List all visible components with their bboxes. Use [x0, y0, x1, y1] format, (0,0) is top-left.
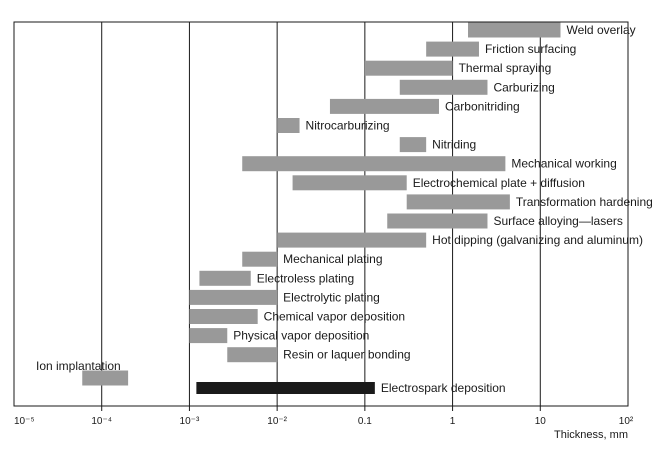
bar-label: Mechanical working — [511, 157, 616, 171]
range-bar — [199, 270, 251, 286]
bar-label: Hot dipping (galvanizing and aluminum) — [432, 233, 643, 247]
range-bar — [189, 309, 258, 324]
range-bar — [189, 289, 278, 305]
x-tick-label: 0.1 — [358, 416, 372, 427]
x-tick-label: 10⁻² — [267, 416, 287, 427]
x-tick-label: 10² — [619, 416, 634, 427]
bar-label: Ion implantation — [36, 359, 121, 373]
bar-label: Carbonitriding — [445, 99, 520, 113]
range-bar — [277, 232, 427, 248]
range-bar — [242, 156, 506, 172]
x-tick-labels: 10⁻⁵ 10⁻⁴ 10⁻³ 10⁻² 0.1 1 10 10² — [14, 416, 634, 427]
x-tick-label: 10⁻⁵ — [14, 416, 35, 427]
plot-frame — [13, 21, 629, 407]
bar-label: Nitriding — [432, 138, 476, 152]
range-bar — [329, 98, 439, 114]
bar-label: Resin or laquer bonding — [283, 348, 410, 362]
range-bar — [426, 41, 479, 57]
range-bar — [242, 251, 278, 267]
bar-label: Nitrocarburizing — [306, 119, 390, 133]
bar-labels: Weld overlay Friction surfacing Thermal sp… — [36, 23, 653, 395]
bar-label: Carburizing — [493, 80, 554, 94]
range-bar — [468, 22, 561, 38]
bar-label: Mechanical plating — [283, 252, 382, 266]
x-tick-label: 1 — [450, 416, 456, 427]
range-bar — [292, 175, 407, 191]
bar-label: Electroless plating — [257, 271, 354, 285]
bar-label: Transformation hardening — [516, 195, 653, 209]
range-bar — [227, 347, 278, 363]
x-tick-label: 10⁻⁴ — [91, 416, 112, 427]
range-bars — [82, 22, 561, 394]
bar-label: Weld overlay — [566, 23, 635, 37]
range-bar — [399, 137, 427, 153]
range-bar — [82, 370, 129, 386]
range-bar — [196, 382, 375, 394]
range-bar — [406, 194, 510, 210]
bar-label: Chemical vapor deposition — [264, 310, 405, 324]
x-tick-label: 10 — [535, 416, 547, 427]
x-tick-label: 10⁻³ — [180, 416, 200, 427]
bar-label: Thermal spraying — [459, 61, 552, 75]
range-bar — [364, 60, 453, 76]
bar-label: Physical vapor deposition — [233, 329, 369, 343]
bar-label: Electrolytic plating — [283, 290, 380, 304]
bar-label: Electrospark deposition — [381, 381, 506, 395]
x-axis-label: Thickness, mm — [554, 429, 628, 441]
bar-label: Electrochemical plate + diffusion — [413, 176, 585, 190]
range-bar — [189, 328, 228, 344]
x-axis — [13, 21, 629, 407]
bar-label: Surface alloying—lasers — [493, 214, 622, 228]
bar-label: Friction surfacing — [485, 42, 576, 56]
range-bar — [387, 213, 488, 229]
range-bar — [277, 118, 300, 133]
range-bar — [399, 79, 488, 95]
